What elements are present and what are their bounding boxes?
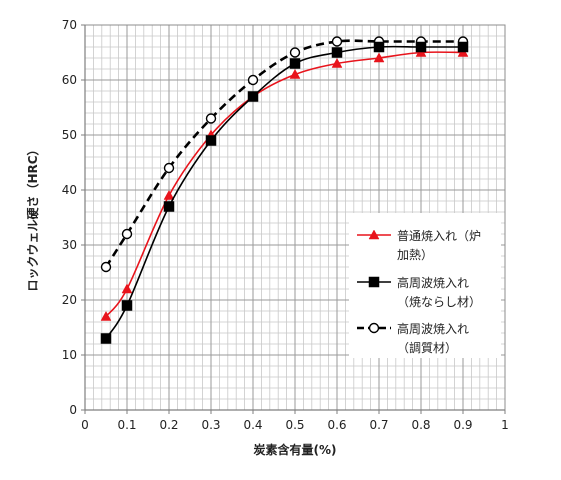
data-point-circle [121,228,133,240]
y-tick-label: 60 [62,73,77,87]
data-point-circle [163,162,175,174]
data-point-circle [205,113,217,124]
x-tick-label: 0.6 [327,418,346,432]
data-point-triangle [331,57,343,68]
y-tick-label: 40 [62,183,77,197]
y-tick-label: 70 [62,18,77,32]
y-tick-label: 20 [62,293,77,307]
data-point-square [121,300,133,311]
x-tick-label: 1 [501,418,509,432]
x-tick-label: 0.2 [159,418,178,432]
data-point-triangle [373,52,385,63]
legend-label-2: （焼ならし材） [397,295,481,309]
data-point-circle [100,261,112,273]
legend: 普通焼入れ（炉加熱） 高周波焼入れ （焼ならし材） 高周波焼入れ （調質材） [349,213,501,358]
data-point-square [289,58,301,69]
data-point-square [205,135,217,146]
y-tick-label: 10 [62,348,77,362]
x-tick-label: 0.5 [285,418,304,432]
legend-label-3: （調質材） [397,340,457,355]
x-tick-label: 0.9 [453,418,472,432]
x-axis-title: 炭素含有量(%) [254,442,337,457]
series-line-3 [104,39,463,268]
legend-label-3: 高周波焼入れ [397,321,469,336]
data-point-square [457,41,469,53]
data-point-square [415,41,427,53]
x-tick-label: 0.1 [117,418,136,432]
x-tick-label: 0.4 [243,418,262,432]
data-point-square [373,41,385,53]
y-tick-label: 0 [69,403,77,417]
data-point-triangle [100,310,112,321]
data-point-circle [247,74,259,86]
x-tick-label: 0.3 [201,418,220,432]
data-point-square [247,91,259,102]
data-point-triangle [289,68,301,79]
series-line-2 [105,45,463,339]
x-tick-label: 0.7 [369,418,388,432]
y-tick-label: 50 [62,128,77,142]
data-point-circle [368,322,380,334]
legend-label-2: 高周波焼入れ [397,275,469,290]
data-point-circle [289,47,301,58]
axes: 0 0.1 0.2 0.3 0.4 0.5 0.6 0.7 0.8 0.9 101020304050… [62,18,509,432]
y-axis-title: ロックウェル硬さ（HRC） [25,143,40,291]
legend-label-1: 加熱） [397,248,433,262]
legend-label-1: 普通焼入れ（炉 [397,229,481,243]
data-point-square [100,333,112,344]
data-point-triangle [121,283,133,294]
data-point-square [331,47,343,58]
x-tick-label: 0.8 [411,418,430,432]
data-point-square [368,276,380,288]
y-tick-label: 30 [62,238,77,252]
data-point-circle [331,36,343,47]
data-point-triangle [368,229,380,240]
series-line-1 [105,51,464,318]
data-point-square [163,201,175,212]
data-point-triangle [163,189,175,200]
series-layer [100,36,469,344]
x-tick-label: 0 [81,418,89,432]
